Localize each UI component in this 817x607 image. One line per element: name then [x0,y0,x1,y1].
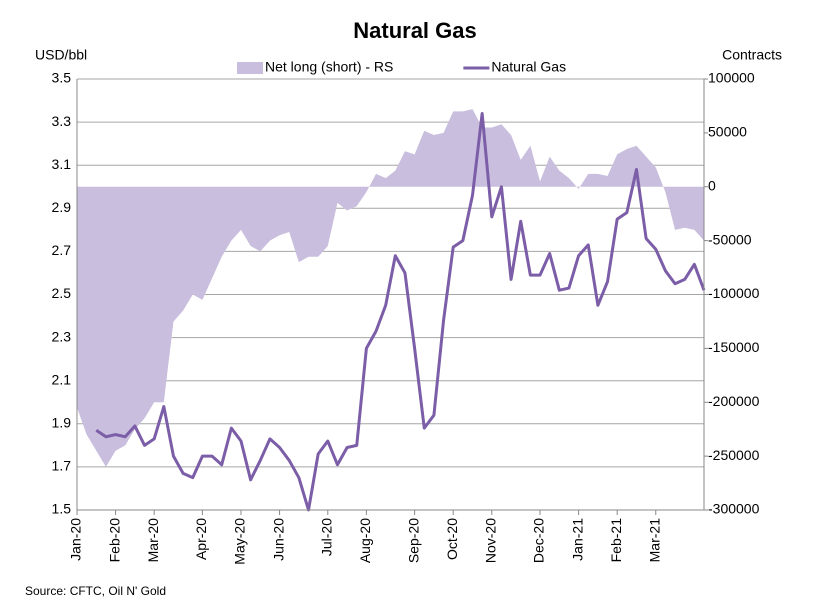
x-tick-label: Mar-20 [145,518,161,563]
x-tick-label: Sep-20 [405,518,421,563]
y-tick-label: 2.5 [52,285,72,301]
x-tick-label: Feb-21 [608,518,624,563]
y-tick-label: 2.7 [52,242,72,258]
y2-tick-label: -250000 [708,447,760,463]
y-tick-label: 2.9 [52,199,72,215]
line [95,111,706,512]
y-tick-label: 1.5 [52,501,72,517]
legend-swatch [237,62,263,74]
y-tick-label: 2.1 [52,371,72,387]
x-tick-label: Jan-20 [68,518,84,561]
y2-tick-label: 0 [708,177,716,193]
x-tick-label: Jan-21 [569,518,585,561]
x-tick-label: Oct-20 [444,518,460,560]
legend-label: Net long (short) - RS [265,59,393,75]
x-tick-label: Jul-20 [319,518,335,556]
y2-tick-label: -100000 [708,285,760,301]
x-tick-label: Mar-21 [646,518,662,563]
y-tick-label: 3.3 [52,113,72,129]
y2-tick-label: -150000 [708,339,760,355]
y-tick-label: 2.3 [52,328,72,344]
x-tick-label: Jun-20 [270,518,286,561]
y2-tick-label: -300000 [708,501,760,517]
area [77,109,704,467]
x-tick-label: Dec-20 [531,518,547,563]
y-tick-label: 1.9 [52,415,72,431]
x-tick-label: Nov-20 [482,518,498,563]
legend-label: Natural Gas [491,59,566,75]
y2-tick-label: -50000 [708,231,752,247]
y2-tick-label: -200000 [708,393,760,409]
y2-tick-label: 50000 [708,124,747,140]
y-axis-label: USD/bbl [35,47,87,63]
y-tick-label: 1.7 [52,458,72,474]
y-tick-label: 3.1 [52,156,72,172]
x-tick-label: Feb-20 [106,518,122,563]
lines [95,111,706,512]
y-tick-label: 3.5 [52,70,72,86]
areas [77,109,704,467]
y2-axis-label: Contracts [722,47,782,63]
x-tick-label: Apr-20 [193,518,209,560]
x-tick-label: Aug-20 [357,518,373,563]
source-note: Source: CFTC, Oil N' Gold [25,584,166,598]
y2-tick-label: 100000 [708,70,755,86]
x-tick-label: May-20 [232,518,248,565]
chart-title: Natural Gas [353,18,477,43]
